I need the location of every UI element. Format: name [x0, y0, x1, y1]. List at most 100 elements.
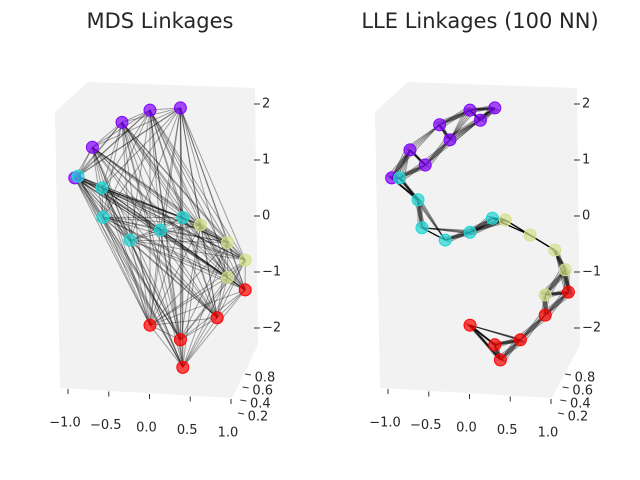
point	[221, 270, 235, 284]
linkage	[74, 107, 181, 179]
linkage	[149, 110, 161, 231]
linkage	[74, 109, 151, 179]
chart-title: LLE Linkages (100 NN)	[361, 9, 598, 33]
point	[493, 353, 507, 367]
x-tick-label: −1.0	[49, 416, 81, 431]
point	[488, 101, 502, 115]
linkage	[74, 177, 104, 218]
point	[123, 233, 137, 247]
linkage	[179, 242, 229, 340]
linkage	[149, 110, 184, 368]
linkage	[199, 224, 229, 278]
point	[71, 169, 85, 183]
z-tick-label: 2	[262, 97, 270, 112]
linkage	[129, 239, 246, 261]
point	[143, 103, 157, 117]
linkage	[180, 277, 228, 341]
linkage	[91, 147, 181, 340]
linkage	[492, 217, 531, 236]
linkage	[179, 107, 201, 226]
point	[95, 181, 109, 195]
linkage	[92, 146, 246, 291]
linkage	[77, 122, 123, 177]
point	[538, 308, 552, 322]
linkage	[160, 229, 228, 278]
linkage	[180, 259, 246, 341]
linkage	[182, 217, 229, 278]
z-tick-label: −1	[582, 265, 601, 280]
point	[418, 158, 432, 172]
linkage	[101, 109, 151, 189]
z-tick-label: 0	[582, 209, 590, 224]
linkage	[77, 175, 218, 319]
linkage	[101, 187, 246, 291]
linkage	[121, 122, 181, 340]
linkage	[419, 200, 446, 241]
linkage	[159, 107, 181, 231]
y-tick-label: 0.6	[252, 384, 273, 399]
point	[488, 338, 502, 352]
linkage	[182, 217, 246, 261]
linkage	[129, 110, 151, 241]
linkage	[160, 229, 228, 243]
linkage	[129, 239, 228, 278]
linkage	[101, 187, 184, 368]
linkage	[74, 121, 123, 179]
linkage	[182, 224, 201, 368]
linkage	[77, 175, 181, 341]
linkage	[74, 177, 151, 326]
y-tick-label: 0.8	[575, 371, 596, 386]
linkage	[227, 242, 246, 291]
linkage	[473, 326, 501, 361]
linkage	[160, 229, 246, 261]
linkage	[149, 277, 228, 326]
y-tick	[562, 386, 569, 389]
point	[411, 193, 425, 207]
linkage	[449, 107, 496, 141]
linkage	[421, 201, 446, 241]
point	[210, 311, 224, 325]
linkage	[469, 324, 519, 340]
linkage	[74, 177, 218, 319]
chart-title: MDS Linkages	[87, 9, 234, 33]
linkage	[101, 187, 228, 243]
linkage	[74, 177, 183, 218]
linkage	[129, 239, 184, 368]
y-tick-label: 0.6	[572, 384, 593, 399]
linkage	[74, 177, 181, 341]
linkage	[421, 227, 471, 233]
linkage	[179, 107, 246, 261]
linkage	[469, 324, 501, 361]
point	[143, 318, 157, 332]
point	[523, 228, 537, 242]
y-tick-label: 0.2	[248, 410, 269, 425]
linkage	[199, 224, 218, 318]
linkage	[149, 317, 218, 326]
linkage	[101, 187, 218, 319]
y-tick	[240, 399, 247, 402]
linkage	[92, 107, 181, 148]
point	[96, 210, 110, 224]
linkage	[149, 109, 229, 278]
linkage	[471, 325, 501, 361]
point	[403, 143, 417, 157]
point	[238, 283, 252, 297]
linkage	[77, 176, 151, 326]
point	[561, 285, 575, 299]
linkage	[149, 109, 201, 226]
z-tick-label: 2	[582, 97, 590, 112]
linkage	[182, 289, 246, 368]
linkage	[92, 146, 161, 231]
point	[193, 218, 207, 232]
linkage	[182, 277, 229, 368]
linkage	[149, 259, 246, 326]
linkage	[179, 107, 229, 278]
linkage	[469, 324, 523, 342]
pane	[55, 82, 258, 398]
linkage	[149, 324, 184, 368]
linkage	[101, 187, 181, 340]
linkage	[129, 239, 151, 326]
linkage	[469, 324, 521, 341]
point	[173, 101, 187, 115]
